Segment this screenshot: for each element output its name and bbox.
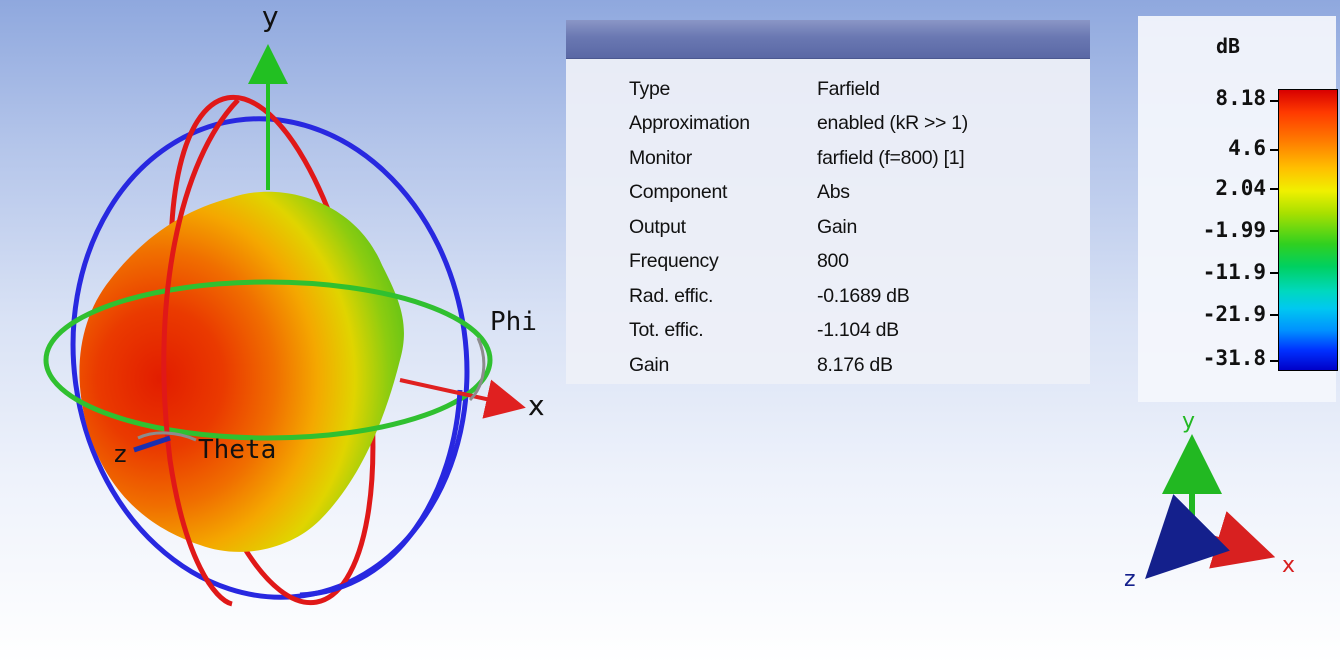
legend-tick xyxy=(1270,314,1278,316)
info-row-monitor: Monitor farfield (f=800) [1] xyxy=(629,141,968,176)
legend-color-bar xyxy=(1278,89,1338,371)
info-value: -1.104 dB xyxy=(817,319,899,342)
legend-tick xyxy=(1270,188,1278,190)
legend-label: 2.04 xyxy=(1215,176,1266,200)
gizmo-x-axis xyxy=(1191,511,1276,569)
info-key: Rad. effic. xyxy=(629,284,714,307)
gizmo-y-label: y xyxy=(1182,409,1195,434)
farfield-3d-scene: y x z Phi Theta xyxy=(43,0,545,607)
info-row-rad-effic: Rad. effic. -0.1689 dB xyxy=(629,279,968,314)
gizmo-z-label: z xyxy=(1124,567,1136,592)
info-value: 800 xyxy=(817,250,849,273)
meridian-blue-front xyxy=(299,389,463,598)
info-row-frequency: Frequency 800 xyxy=(629,245,968,280)
info-key: Tot. effic. xyxy=(629,319,704,342)
info-value: Farfield xyxy=(817,77,880,100)
z-axis-label: z xyxy=(114,440,127,468)
phi-indicator xyxy=(468,337,486,402)
legend-label: -11.9 xyxy=(1202,260,1266,284)
theta-label: Theta xyxy=(198,435,276,465)
y-axis-label: y xyxy=(262,0,279,33)
info-value: -0.1689 dB xyxy=(817,284,910,307)
info-value: 8.176 dB xyxy=(817,353,893,376)
info-table: Type Farfield Approximation enabled (kR >>… xyxy=(629,72,968,383)
info-row-output: Output Gain xyxy=(629,210,968,245)
info-key: Type xyxy=(629,77,671,100)
orientation-axes-gizmo: y x z xyxy=(1124,409,1295,592)
color-legend-panel: dB 8.18 4.6 2.04 -1.99 -11.9 -21.9 -31.8 xyxy=(1138,16,1338,402)
legend-label-max: 8.18 xyxy=(1215,86,1266,110)
info-panel-titlebar[interactable] xyxy=(566,20,1090,59)
info-row-type: Type Farfield xyxy=(629,72,968,107)
info-key: Monitor xyxy=(629,146,692,169)
info-key: Component xyxy=(629,181,728,204)
legend-tick xyxy=(1270,272,1278,274)
info-row-tot-effic: Tot. effic. -1.104 dB xyxy=(629,314,968,349)
info-row-approximation: Approximation enabled (kR >> 1) xyxy=(629,107,968,142)
legend-tick xyxy=(1270,100,1278,102)
meridian-red-front xyxy=(161,98,240,607)
info-key: Frequency xyxy=(629,250,719,273)
gizmo-z-axis xyxy=(1145,494,1230,579)
farfield-info-panel: Type Farfield Approximation enabled (kR >>… xyxy=(566,20,1090,384)
legend-unit-label: dB xyxy=(1216,34,1241,58)
info-row-component: Component Abs xyxy=(629,176,968,211)
info-value: Gain xyxy=(817,215,857,238)
info-key: Approximation xyxy=(629,112,750,135)
gizmo-x-label: x xyxy=(1282,553,1295,578)
info-key: Output xyxy=(629,215,686,238)
info-value: Abs xyxy=(817,181,850,204)
radiation-pattern-lobe xyxy=(79,191,404,552)
info-key: Gain xyxy=(629,353,669,376)
info-value: farfield (f=800) [1] xyxy=(817,146,965,169)
z-axis-line xyxy=(133,435,171,453)
legend-label: -1.99 xyxy=(1202,218,1266,242)
info-value: enabled (kR >> 1) xyxy=(817,112,968,135)
phi-ring-green xyxy=(43,279,493,441)
legend-label: -21.9 xyxy=(1202,302,1266,326)
info-row-gain: Gain 8.176 dB xyxy=(629,348,968,383)
theta-indicator xyxy=(137,431,197,442)
legend-label-min: -31.8 xyxy=(1202,346,1266,370)
x-axis-line xyxy=(399,378,526,419)
legend-tick xyxy=(1270,360,1278,362)
legend-label: 4.6 xyxy=(1228,136,1266,160)
legend-tick xyxy=(1270,230,1278,232)
legend-tick xyxy=(1270,149,1278,151)
phi-label: Phi xyxy=(490,307,537,337)
x-axis-label: x xyxy=(528,389,545,422)
